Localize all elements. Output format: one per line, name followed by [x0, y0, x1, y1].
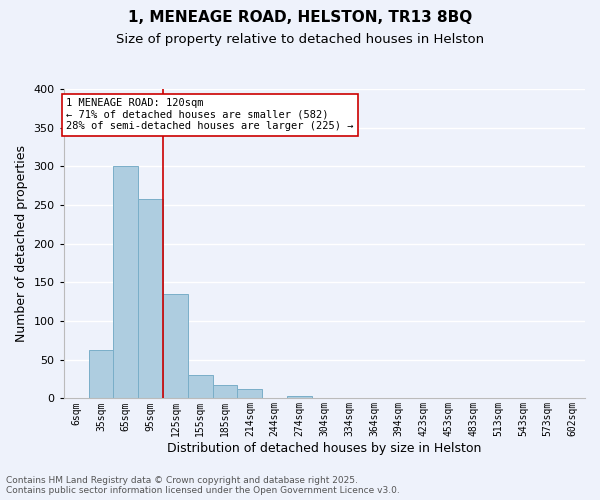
Bar	[287, 396, 312, 398]
Y-axis label: Number of detached properties: Number of detached properties	[15, 145, 28, 342]
Text: 1, MENEAGE ROAD, HELSTON, TR13 8BQ: 1, MENEAGE ROAD, HELSTON, TR13 8BQ	[128, 10, 472, 25]
Bar	[188, 375, 212, 398]
Text: 1 MENEAGE ROAD: 120sqm
← 71% of detached houses are smaller (582)
28% of semi-de: 1 MENEAGE ROAD: 120sqm ← 71% of detached…	[67, 98, 354, 132]
Bar	[163, 294, 188, 399]
Bar	[113, 166, 138, 398]
Bar	[212, 386, 238, 398]
Bar	[89, 350, 113, 399]
Bar	[138, 199, 163, 398]
Text: Contains HM Land Registry data © Crown copyright and database right 2025.
Contai: Contains HM Land Registry data © Crown c…	[6, 476, 400, 495]
X-axis label: Distribution of detached houses by size in Helston: Distribution of detached houses by size …	[167, 442, 482, 455]
Text: Size of property relative to detached houses in Helston: Size of property relative to detached ho…	[116, 32, 484, 46]
Bar	[238, 389, 262, 398]
